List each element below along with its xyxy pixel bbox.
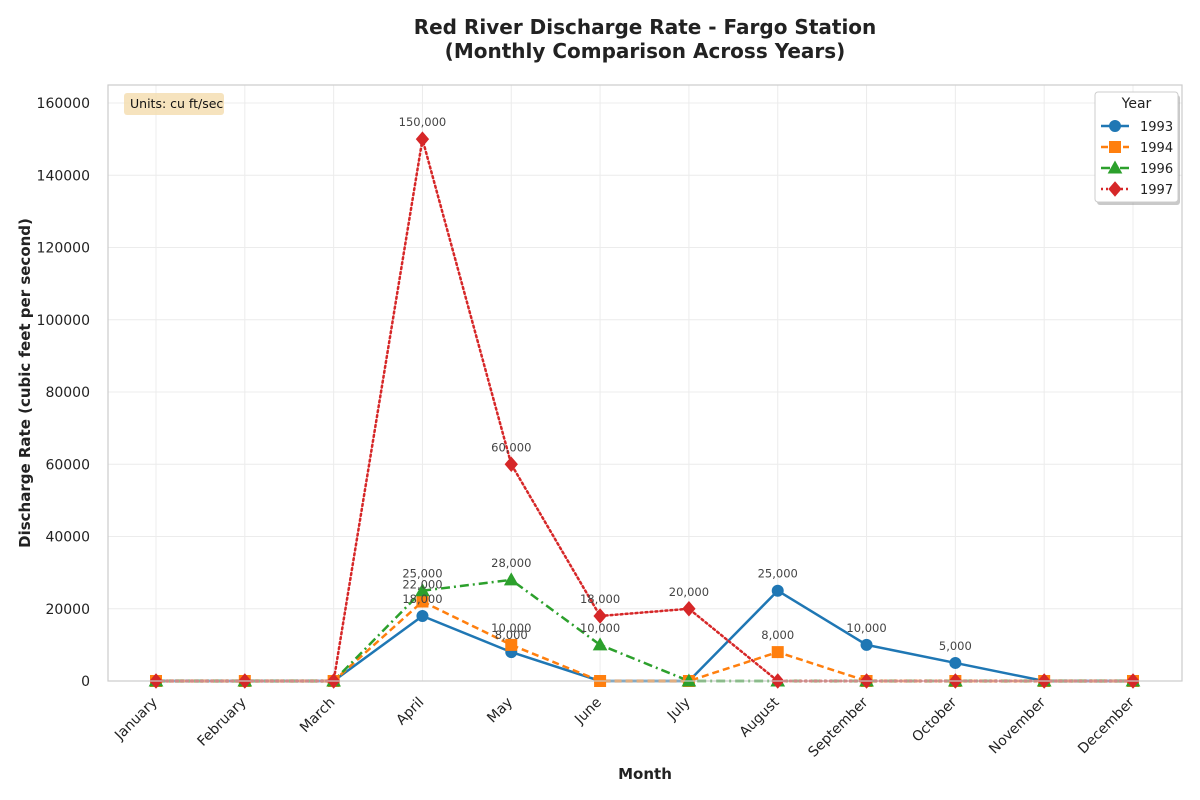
x-tick-label: March: [297, 695, 338, 736]
data-point-1994: [771, 646, 784, 659]
data-point-1997: [682, 600, 696, 617]
y-tick-label: 20000: [45, 602, 90, 618]
legend-marker-1994: [1109, 141, 1121, 153]
x-tick-label: July: [664, 695, 694, 725]
chart-subtitle: (Monthly Comparison Across Years): [445, 39, 846, 63]
data-label-1997: 60,000: [491, 440, 531, 454]
legend-marker-1997: [1108, 181, 1122, 197]
x-axis-label: Month: [618, 765, 672, 783]
data-label-1994: 8,000: [761, 628, 794, 642]
x-tick-label: January: [111, 695, 161, 745]
data-point-1994: [505, 638, 518, 651]
data-point-1993: [860, 638, 873, 651]
data-label-1997: 150,000: [399, 115, 447, 129]
x-tick-label: December: [1075, 694, 1138, 757]
chart-title: Red River Discharge Rate - Fargo Station: [414, 15, 877, 39]
x-tick-label: November: [986, 694, 1049, 757]
data-label-1993: 8,000: [495, 628, 528, 642]
x-tick-label: April: [393, 695, 427, 729]
data-label-1996: 28,000: [491, 556, 531, 570]
plot-frame: [107, 84, 1183, 682]
data-label-1996: 10,000: [580, 621, 620, 635]
data-point-1993: [949, 656, 962, 669]
data-label-1993: 18,000: [402, 592, 442, 606]
data-label-1997: 20,000: [669, 585, 709, 599]
units-annotation-text: Units: cu ft/sec: [130, 96, 223, 111]
y-tick-label: 80000: [45, 385, 90, 401]
y-tick-label: 120000: [37, 241, 90, 257]
legend-box: [1094, 91, 1179, 203]
data-point-1993: [416, 609, 429, 622]
data-point-1996: [503, 572, 519, 586]
legend: Year 1993 1994 1996 1997: [1094, 91, 1180, 205]
x-tick-label: October: [909, 694, 960, 745]
data-label-1994: 22,000: [402, 578, 442, 592]
data-label-1993: 5,000: [939, 639, 972, 653]
y-tick-label: 140000: [37, 168, 90, 184]
data-label-1997: 18,000: [580, 592, 620, 606]
legend-label-1996: 1996: [1140, 162, 1173, 177]
y-tick-label: 60000: [45, 457, 90, 473]
x-tick-label: May: [484, 695, 516, 727]
data-point-1996: [592, 637, 608, 651]
x-tick-label: February: [194, 695, 249, 750]
data-label-1996: 25,000: [402, 567, 442, 581]
legend-label-1994: 1994: [1140, 141, 1173, 156]
legend-label-1997: 1997: [1140, 183, 1173, 198]
x-tick-label: June: [571, 695, 605, 729]
legend-marker-1996: [1107, 160, 1123, 174]
data-point-1997: [415, 131, 430, 147]
units-annotation-box: [124, 93, 224, 115]
legend-label-1993: 1993: [1140, 120, 1173, 135]
y-axis-label: Discharge Rate (cubic feet per second): [16, 218, 34, 548]
plot-area: [108, 85, 1182, 681]
data-point-1993: [771, 584, 784, 597]
legend-title: Year: [1121, 96, 1152, 112]
data-label-1994: 10,000: [491, 621, 531, 635]
y-tick-label: 40000: [45, 530, 90, 546]
y-tick-label: 160000: [37, 96, 90, 112]
data-label-1993: 10,000: [846, 621, 886, 635]
data-point-1996: [415, 583, 430, 597]
x-tick-label: September: [805, 694, 871, 760]
data-point-1997: [593, 608, 607, 624]
legend-marker-1993: [1109, 120, 1121, 132]
data-point-1996: [681, 673, 697, 687]
x-tick-label: August: [737, 694, 783, 740]
data-point-1997: [504, 456, 518, 473]
y-tick-label: 100000: [37, 313, 90, 329]
units-annotation: Units: cu ft/sec: [124, 93, 224, 115]
data-label-1993: 25,000: [758, 567, 798, 581]
y-tick-label: 0: [81, 674, 90, 690]
